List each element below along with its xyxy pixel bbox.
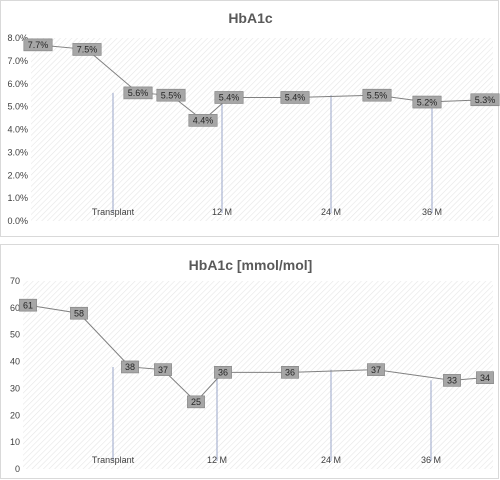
- svg-text:5.4%: 5.4%: [285, 93, 306, 103]
- svg-text:33: 33: [447, 376, 457, 386]
- x-timepoint-label: 24 M: [321, 455, 341, 465]
- data-point-label: 33: [443, 374, 461, 387]
- x-timepoint-label: 24 M: [321, 207, 341, 217]
- x-timepoint-label: Transplant: [92, 455, 135, 465]
- data-point-label: 61: [19, 298, 37, 312]
- y-tick-label: 0.0%: [7, 216, 28, 226]
- chart-panel-hba1c-mmol: HbA1c [mmol/mol] 0 10 20 30 40 50 60 70 Transplan…: [0, 244, 499, 479]
- data-point-label: 58: [70, 306, 88, 320]
- x-timepoint-label: 12 M: [212, 207, 232, 217]
- data-point-label: 5.4%: [214, 91, 244, 104]
- svg-text:5.6%: 5.6%: [128, 88, 149, 98]
- svg-text:36: 36: [285, 368, 295, 378]
- chart-hba1c-mmol: HbA1c [mmol/mol] 0 10 20 30 40 50 60 70 Transplan…: [10, 257, 494, 474]
- svg-text:36: 36: [218, 368, 228, 378]
- data-point-label: 37: [367, 363, 385, 376]
- plot-area: [31, 38, 493, 221]
- y-tick-label: 7.0%: [7, 56, 28, 66]
- svg-text:5.5%: 5.5%: [161, 90, 182, 100]
- y-tick-label: 8.0%: [7, 33, 28, 43]
- y-tick-label: 30: [10, 383, 20, 393]
- x-timepoint-label: 12 M: [207, 455, 227, 465]
- data-point-label: 34: [476, 371, 494, 384]
- series-line: [37, 44, 486, 122]
- y-tick-label: 70: [10, 276, 20, 286]
- data-point-label: 7.5%: [72, 43, 102, 56]
- series-line: [27, 304, 486, 403]
- data-point-label: 37: [154, 363, 172, 376]
- svg-text:4.4%: 4.4%: [193, 116, 214, 126]
- data-point-label: 36: [281, 366, 299, 379]
- y-tick-label: 6.0%: [7, 79, 28, 89]
- data-point-label: 5.6%: [123, 86, 153, 100]
- x-timepoint-label: 36 M: [422, 207, 442, 217]
- data-point-label: 4.4%: [188, 114, 218, 127]
- data-point-label: 38: [121, 360, 139, 374]
- y-tick-label: 4.0%: [7, 125, 28, 135]
- svg-text:7.7%: 7.7%: [28, 40, 49, 50]
- svg-text:7.5%: 7.5%: [77, 45, 98, 55]
- plot-area: [23, 281, 493, 469]
- y-tick-label: 1.0%: [7, 193, 28, 203]
- svg-text:37: 37: [158, 365, 168, 375]
- y-tick-label: 3.0%: [7, 147, 28, 157]
- y-tick-label: 10: [10, 437, 20, 447]
- svg-text:5.5%: 5.5%: [367, 90, 388, 100]
- y-tick-label: 60: [10, 303, 20, 313]
- data-point-label: 36: [214, 366, 232, 379]
- y-tick-label: 50: [10, 330, 20, 340]
- data-point-label: 7.7%: [23, 38, 53, 52]
- svg-text:61: 61: [23, 300, 33, 310]
- data-point-label: 5.2%: [412, 95, 442, 109]
- data-point-label: 25: [187, 395, 205, 409]
- x-timepoint-label: Transplant: [92, 207, 135, 217]
- svg-text:34: 34: [480, 373, 490, 383]
- data-point-label: 5.5%: [362, 88, 392, 102]
- y-tick-label: 5.0%: [7, 102, 28, 112]
- svg-text:58: 58: [74, 308, 84, 318]
- data-point-label: 5.5%: [156, 88, 186, 102]
- data-point-label: 5.3%: [470, 93, 500, 107]
- y-tick-label: 40: [10, 357, 20, 367]
- svg-text:5.2%: 5.2%: [417, 97, 438, 107]
- chart-panel-hba1c-percent: HbA1c 0.0% 1.0% 2.0% 3.0% 4.0% 5.0% 6.0% 7.0% 8.0…: [0, 0, 500, 237]
- y-tick-label: 0: [15, 464, 20, 474]
- y-tick-label: 2.0%: [7, 170, 28, 180]
- svg-text:5.3%: 5.3%: [475, 95, 496, 105]
- chart-title: HbA1c [mmol/mol]: [189, 257, 313, 273]
- y-tick-label: 20: [10, 410, 20, 420]
- data-point-label: 5.4%: [280, 91, 310, 104]
- x-timepoint-label: 36 M: [421, 455, 441, 465]
- chart-hba1c-percent: HbA1c 0.0% 1.0% 2.0% 3.0% 4.0% 5.0% 6.0% 7.0% 8.0…: [7, 10, 500, 226]
- chart-title: HbA1c: [228, 10, 273, 26]
- svg-text:5.4%: 5.4%: [219, 93, 240, 103]
- svg-text:38: 38: [125, 362, 135, 372]
- svg-text:37: 37: [371, 365, 381, 375]
- svg-text:25: 25: [191, 397, 201, 407]
